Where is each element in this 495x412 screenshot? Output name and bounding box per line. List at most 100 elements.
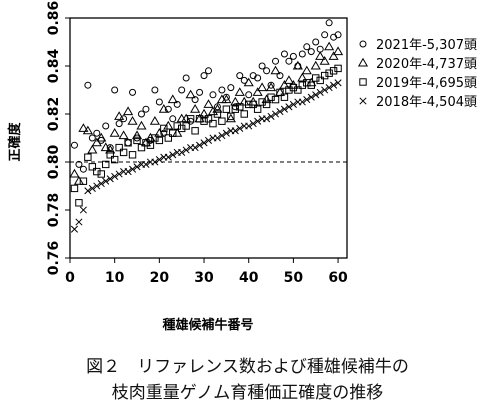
square-marker — [204, 115, 213, 123]
circle-marker — [79, 165, 87, 173]
triangle-marker — [136, 120, 147, 130]
series-square — [70, 64, 342, 207]
triangle-marker — [123, 106, 134, 116]
x-marker — [196, 141, 204, 149]
square-marker — [191, 127, 199, 135]
square-marker — [164, 134, 172, 142]
circle-marker — [111, 86, 119, 94]
triangle-marker — [265, 82, 277, 92]
circle-marker — [298, 50, 306, 58]
circle-marker — [124, 139, 132, 147]
x-marker — [231, 127, 239, 135]
figure-caption-line-2: 枝肉重量ゲノム育種価正確度の推移 — [111, 383, 384, 403]
x-tick-label: 40 — [239, 270, 259, 286]
triangle-marker — [154, 128, 165, 137]
square-marker — [218, 117, 226, 125]
triangle-marker — [328, 51, 339, 60]
legend-item: 2020年-4,737頭 — [357, 57, 477, 72]
triangle-marker — [69, 168, 80, 178]
square-marker — [133, 136, 141, 145]
x-marker — [280, 105, 289, 113]
square-marker — [142, 139, 150, 147]
triangle-marker — [324, 41, 335, 51]
x-marker — [204, 136, 213, 144]
circle-marker — [218, 86, 226, 94]
circle-marker — [312, 38, 320, 46]
triangle-marker — [167, 94, 178, 104]
legend-label: 2018年-4,504頭 — [376, 95, 477, 110]
square-marker — [325, 69, 333, 77]
triangle-marker — [105, 144, 116, 154]
y-axis-label: 正確度 — [7, 122, 23, 162]
x-marker — [271, 110, 280, 118]
x-marker — [97, 180, 105, 188]
square-marker — [200, 117, 208, 125]
square-marker — [231, 105, 240, 113]
legend-label: 2019年-4,695頭 — [376, 76, 477, 91]
x-marker — [254, 117, 262, 125]
plot-area: 0 10 20 30 40 50 60 0.76 0.78 0.80 0.82 0.84 0.86 — [46, 1, 348, 286]
circle-marker — [155, 98, 163, 106]
square-marker — [177, 124, 186, 133]
legend-item: 2019年-4,695頭 — [359, 76, 477, 91]
circle-marker — [285, 57, 293, 65]
x-marker — [312, 91, 320, 99]
y-tick-label: 0.86 — [46, 1, 62, 36]
square-marker — [312, 74, 320, 82]
square-marker — [271, 95, 280, 104]
triangle-marker — [190, 104, 201, 113]
x-marker — [276, 108, 284, 116]
circle-marker — [209, 91, 217, 99]
x-marker — [330, 81, 338, 89]
triangle-marker — [292, 60, 303, 70]
series-circle — [70, 19, 342, 173]
square-marker — [79, 177, 88, 185]
triangle-marker — [283, 75, 294, 84]
square-marker — [102, 160, 110, 169]
square-marker — [115, 143, 123, 152]
x-marker — [182, 146, 190, 154]
x-marker — [191, 144, 199, 152]
x-marker — [151, 158, 159, 166]
x-marker — [325, 84, 333, 92]
circle-marker — [325, 19, 333, 27]
square-marker — [329, 67, 338, 75]
square-marker — [124, 139, 132, 147]
x-marker — [115, 170, 123, 178]
square-marker — [209, 119, 217, 128]
x-marker — [79, 206, 87, 214]
circle-marker — [359, 40, 367, 48]
square-marker — [160, 124, 168, 133]
series-x — [70, 79, 342, 233]
circle-marker — [263, 67, 271, 75]
square-marker — [320, 71, 329, 80]
square-marker — [75, 199, 83, 207]
square-marker — [359, 78, 367, 86]
x-tick-label: 10 — [105, 270, 125, 286]
square-marker — [334, 64, 342, 73]
square-marker — [267, 93, 275, 101]
triangle-marker — [257, 82, 268, 92]
x-marker — [102, 177, 110, 185]
x-marker — [307, 93, 315, 101]
triangle-marker — [73, 176, 85, 185]
x-marker — [298, 98, 306, 106]
x-tick-label: 30 — [194, 270, 214, 286]
x-marker — [133, 163, 141, 171]
square-marker — [70, 184, 79, 193]
data-points — [69, 19, 344, 233]
triangle-marker — [172, 128, 183, 137]
circle-marker — [151, 86, 159, 94]
square-marker — [262, 100, 271, 109]
square-marker — [294, 86, 302, 94]
square-marker — [307, 81, 315, 89]
y-axis-ticks: 0.76 0.78 0.80 0.82 0.84 0.86 — [46, 1, 70, 275]
triangle-marker — [225, 113, 236, 123]
triangle-marker — [212, 104, 223, 113]
scatter-chart: 0 10 20 30 40 50 60 0.76 0.78 0.80 0.82 0.84 0.86 種… — [7, 1, 477, 333]
x-marker — [334, 79, 342, 87]
triangle-marker — [100, 142, 111, 152]
square-marker — [316, 76, 324, 85]
legend-label: 2021年-5,307頭 — [376, 38, 477, 53]
triangle-marker — [96, 132, 107, 142]
